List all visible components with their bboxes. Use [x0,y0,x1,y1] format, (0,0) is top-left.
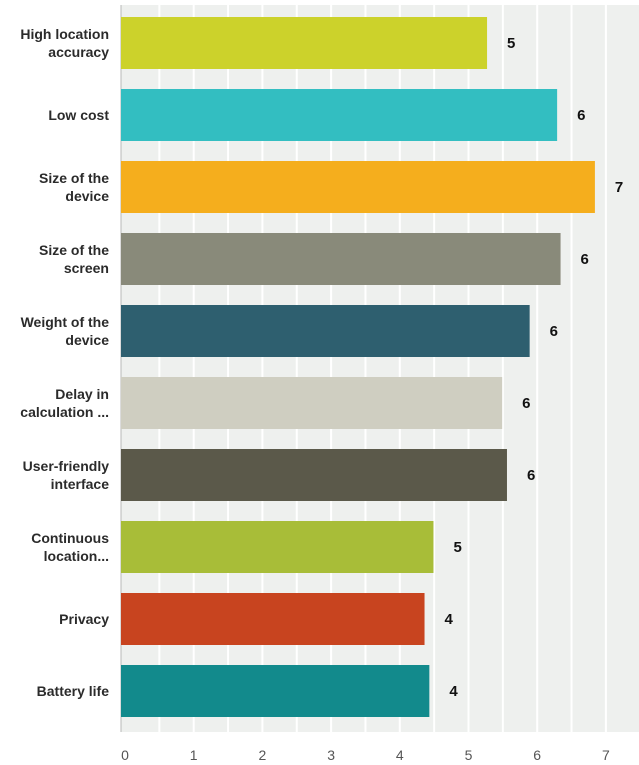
value-label: 5 [453,539,461,556]
category-label: Delay in calculation ... [20,386,109,420]
bar [121,89,558,141]
x-tick-label: 7 [602,747,610,763]
x-tick-label: 0 [121,747,129,763]
category-label: User-friendly interface [23,458,110,492]
value-label: 4 [445,611,454,628]
bar [121,665,430,717]
bar [121,17,488,69]
category-label: Size of the screen [39,242,109,276]
value-label: 6 [522,395,530,412]
category-label: Continuous location... [31,530,109,564]
category-label: Size of the device [39,170,109,204]
value-label: 6 [581,251,589,268]
bar [121,521,434,573]
x-tick-label: 5 [465,747,473,763]
bar [121,593,425,645]
value-label: 6 [550,323,558,340]
category-label: Low cost [48,107,109,123]
x-tick-label: 1 [190,747,198,763]
value-label: 5 [507,35,515,52]
category-label: Weight of the device [21,314,110,348]
x-tick-label: 2 [259,747,267,763]
category-label: High location accuracy [20,26,109,60]
x-tick-label: 6 [533,747,541,763]
bar [121,161,595,213]
value-label: 7 [615,179,623,196]
x-tick-label: 3 [327,747,335,763]
category-label: Privacy [59,611,109,627]
bar [121,305,530,357]
value-label: 6 [527,467,535,484]
bar [121,233,561,285]
bar [121,449,507,501]
bar [121,377,503,429]
value-label: 4 [449,683,458,700]
category-label: Battery life [37,683,110,699]
value-label: 6 [577,107,585,124]
x-tick-label: 4 [396,747,404,763]
